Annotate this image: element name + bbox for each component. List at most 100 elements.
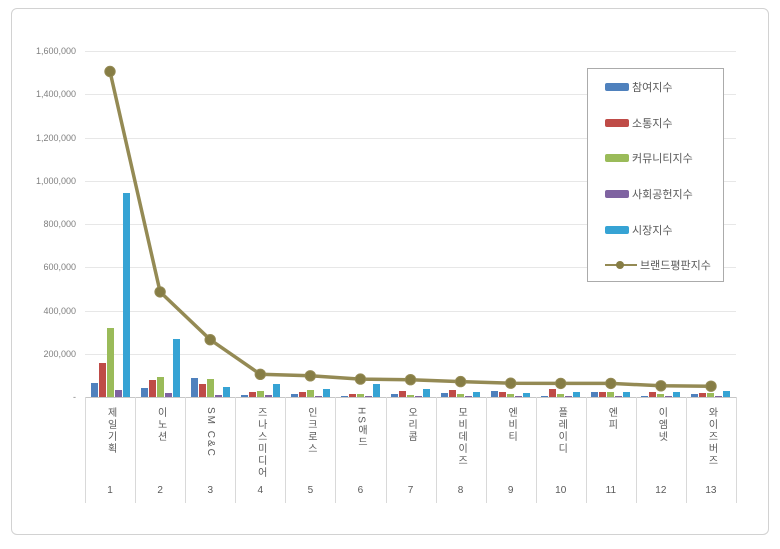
category-label-text: 인크로스 xyxy=(305,407,317,455)
category-label: 즈나스미디어 xyxy=(235,407,285,479)
rank-label: 5 xyxy=(307,485,314,496)
bar xyxy=(457,393,465,397)
line-marker xyxy=(505,377,517,389)
legend-item: 사회공헌지수 xyxy=(588,184,723,204)
legend-label: 커뮤니티지수 xyxy=(632,153,693,166)
category-separator xyxy=(585,397,587,503)
category-label-text: 엔피 xyxy=(605,407,617,431)
bar xyxy=(465,396,473,397)
category-separator xyxy=(435,397,437,503)
line-marker xyxy=(655,380,667,392)
legend-item: 시장지수 xyxy=(588,220,723,240)
bar xyxy=(114,390,122,397)
bar xyxy=(248,392,256,397)
bar xyxy=(657,393,665,397)
bar xyxy=(699,393,707,397)
x-axis-line xyxy=(85,397,736,398)
category-label: 제일기획 xyxy=(85,407,135,479)
legend-item: 브랜드평판지수 xyxy=(588,255,723,275)
category-separator xyxy=(635,397,637,503)
line-marker xyxy=(154,286,166,298)
category-label: 엔피 xyxy=(586,407,636,479)
bar xyxy=(691,393,699,397)
category-label: 와이즈버즈 xyxy=(686,407,736,479)
bar xyxy=(306,390,314,397)
bar xyxy=(206,379,214,397)
rank-label: 2 xyxy=(157,485,163,496)
line-marker xyxy=(304,370,317,382)
category-label-text: 제일기획 xyxy=(105,407,117,455)
category-label: 오리콤 xyxy=(386,407,436,479)
rank-label: 1 xyxy=(107,485,113,496)
category-label: 모비데이즈 xyxy=(436,407,486,479)
category-label-text: 이엠넷 xyxy=(655,407,667,443)
bar xyxy=(591,392,599,397)
bar xyxy=(441,392,449,397)
bar xyxy=(222,387,230,397)
bar xyxy=(507,394,515,397)
category-label-text: 즈나스미디어 xyxy=(255,407,267,479)
y-tick-label: 600,000 xyxy=(43,262,76,273)
category-label-text: 모비데이즈 xyxy=(455,407,467,467)
bar xyxy=(322,389,330,397)
rank-label: 12 xyxy=(655,485,667,496)
bar xyxy=(140,387,148,397)
bar xyxy=(164,392,172,397)
rank-label: 10 xyxy=(555,485,567,496)
bar xyxy=(557,394,565,397)
category-separator xyxy=(85,397,86,503)
plot-area xyxy=(85,51,736,397)
category-separator xyxy=(385,397,387,503)
bar xyxy=(641,395,649,397)
legend-label: 소통지수 xyxy=(632,117,673,130)
y-tick-label: 800,000 xyxy=(43,219,76,229)
bar xyxy=(364,395,372,397)
category-separator xyxy=(736,397,737,503)
category-separator xyxy=(285,397,287,503)
legend-item: 소통지수 xyxy=(588,113,723,133)
legend-swatch xyxy=(605,118,629,127)
line-marker xyxy=(104,65,116,78)
category-separator xyxy=(485,397,487,503)
bar xyxy=(372,384,380,397)
rank-label: 11 xyxy=(605,485,617,496)
bar xyxy=(98,363,106,397)
category-label-text: SM C&C xyxy=(205,407,217,458)
rank-label: 13 xyxy=(705,485,717,496)
bar xyxy=(565,396,573,397)
category-label: 이엠넷 xyxy=(636,407,686,479)
legend-item: 참여지수 xyxy=(588,77,723,97)
y-tick-label: 1,000,000 xyxy=(35,175,76,186)
bar xyxy=(499,392,507,397)
bar xyxy=(715,396,723,397)
line-marker xyxy=(354,373,367,385)
category-separator xyxy=(135,397,137,503)
category-label-text: 엔비티 xyxy=(505,407,517,443)
line-marker xyxy=(605,377,617,390)
y-tick-label: 1,600,000 xyxy=(35,46,76,56)
bar xyxy=(541,395,549,397)
rank-label: 4 xyxy=(257,485,264,496)
bar xyxy=(272,384,280,397)
gridline xyxy=(85,224,736,225)
legend-swatch xyxy=(605,82,629,91)
bar xyxy=(298,391,306,397)
category-label-text: 와이즈버즈 xyxy=(705,407,717,467)
bar xyxy=(264,395,272,397)
category-separator xyxy=(185,397,187,503)
bar xyxy=(348,394,356,397)
bar xyxy=(573,391,581,397)
rank-label: 9 xyxy=(507,485,514,496)
rank-label: 6 xyxy=(357,485,364,496)
category-separator xyxy=(335,397,337,503)
bar xyxy=(407,395,414,397)
category-label-text: 플레이디 xyxy=(555,407,567,455)
bar xyxy=(615,395,623,397)
rank-label: 3 xyxy=(207,485,214,496)
bar xyxy=(198,384,206,397)
legend-label: 사회공헌지수 xyxy=(632,188,693,201)
bar xyxy=(415,396,422,397)
bar xyxy=(649,392,657,397)
legend-label: 브랜드평판지수 xyxy=(640,260,711,273)
